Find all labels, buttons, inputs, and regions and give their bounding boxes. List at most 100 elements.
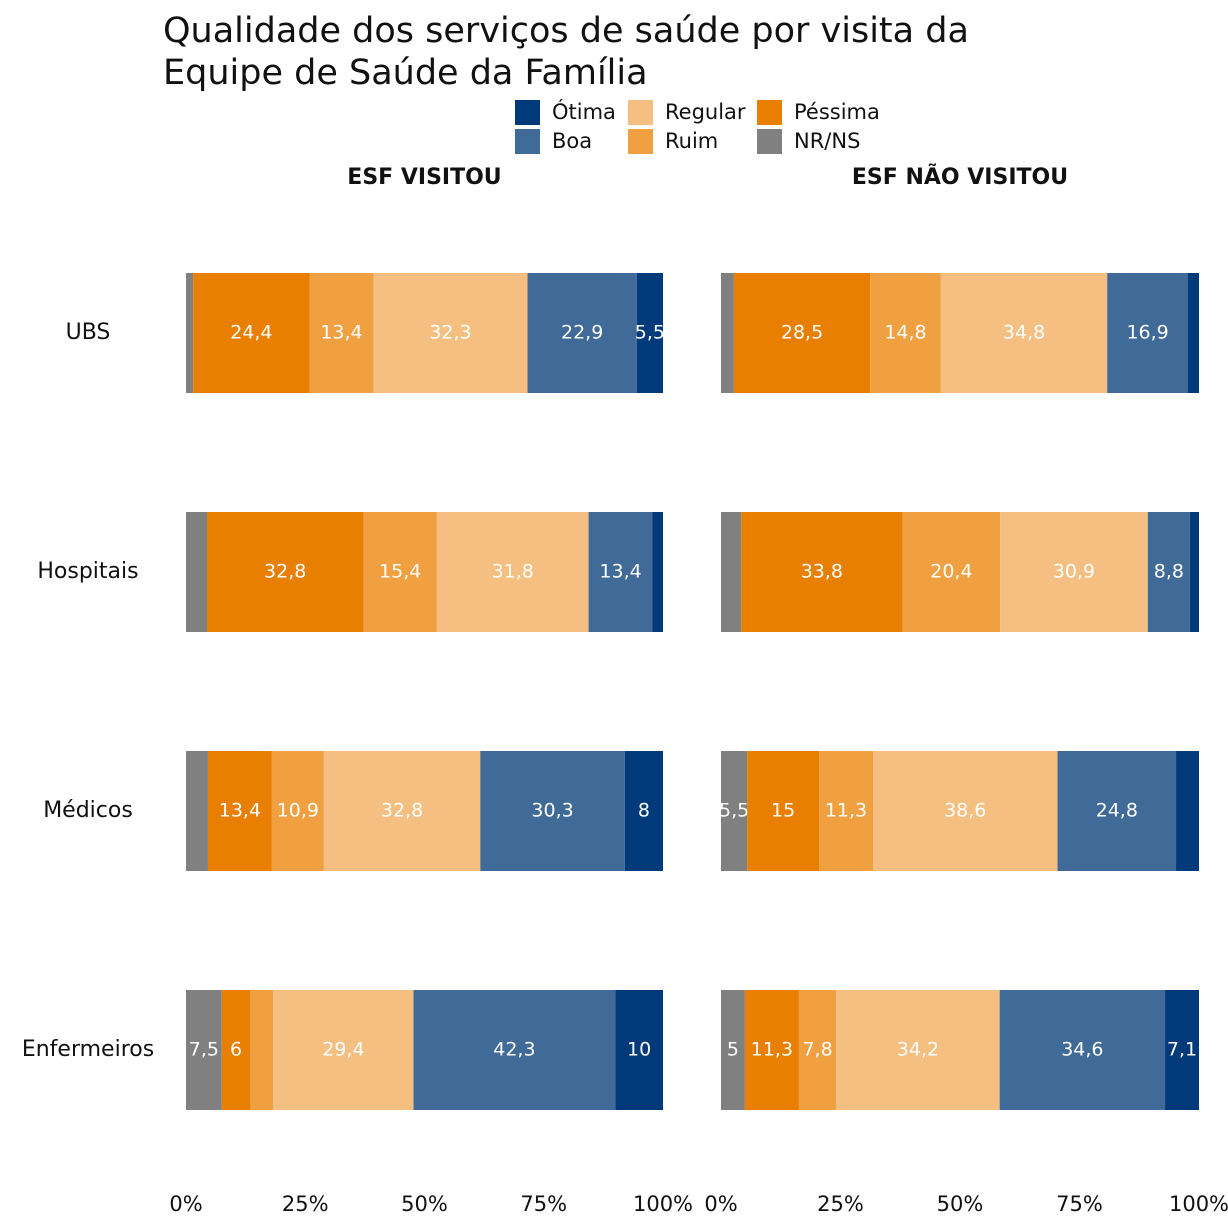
bar-segment (207, 751, 272, 871)
value-label: 20,4 (930, 561, 972, 583)
bar-segment (870, 273, 941, 393)
value-label: 5,5 (719, 800, 749, 822)
y-tick-label: UBS (66, 320, 111, 345)
value-label: 7,8 (802, 1039, 832, 1061)
value-label: 34,8 (1003, 322, 1045, 344)
value-label: 22,9 (561, 322, 603, 344)
value-label: 34,6 (1061, 1039, 1103, 1061)
legend-swatch (515, 100, 540, 125)
panel-title: ESF NÃO VISITOU (852, 164, 1068, 190)
bar-segment (741, 512, 903, 632)
bar-segment (1176, 751, 1199, 871)
legend-label: Ótima (552, 99, 616, 124)
bar-segment (744, 990, 799, 1110)
bar-segment (999, 990, 1166, 1110)
value-label: 5,5 (635, 322, 665, 344)
value-label: 10 (627, 1039, 651, 1061)
bar-segment (323, 751, 481, 871)
value-label: 15,4 (379, 561, 421, 583)
bar-segment (186, 751, 208, 871)
y-tick-label: Hospitais (37, 559, 138, 584)
bar-segment (652, 512, 663, 632)
x-tick-label: 100% (1169, 1192, 1228, 1216)
bar-segment (413, 990, 616, 1110)
bar-segment (186, 273, 194, 393)
bar-segment (836, 990, 1000, 1110)
panel-title: ESF VISITOU (347, 165, 501, 190)
value-label: 33,8 (801, 561, 843, 583)
bar-segment (527, 273, 637, 393)
legend-swatch (757, 100, 782, 125)
value-label: 6 (230, 1039, 242, 1061)
value-label: 16,9 (1126, 322, 1168, 344)
chart-title: Qualidade dos serviços de saúde por visi… (163, 11, 969, 93)
legend-swatch (515, 129, 540, 154)
bar-segment (733, 273, 871, 393)
bar-segment (186, 512, 207, 632)
bar-segment (873, 751, 1058, 871)
bar-segment (798, 990, 837, 1110)
value-label: 30,3 (531, 800, 573, 822)
value-label: 14,8 (884, 322, 926, 344)
x-tick-label: 25% (282, 1192, 329, 1216)
bar-segment (624, 751, 663, 871)
value-label: 31,8 (492, 561, 534, 583)
bar-segment (940, 273, 1108, 393)
bar-segment (636, 273, 663, 393)
value-label: 13,4 (219, 800, 261, 822)
bar-segment (588, 512, 653, 632)
value-label: 42,3 (493, 1039, 535, 1061)
value-label: 13,4 (320, 322, 362, 344)
x-tick-label: 50% (401, 1192, 448, 1216)
bar-segment (615, 990, 663, 1110)
bar-segment (818, 751, 874, 871)
x-tick-label: 75% (1056, 1192, 1103, 1216)
value-label: 28,5 (781, 322, 823, 344)
x-tick-label: 50% (937, 1192, 984, 1216)
value-label: 8,8 (1154, 561, 1184, 583)
bar-segment (1107, 273, 1189, 393)
legend-label: Boa (552, 129, 592, 153)
legend-label: Regular (665, 100, 746, 124)
value-label: 29,4 (322, 1039, 364, 1061)
x-tick-label: 25% (817, 1192, 864, 1216)
bar-segment (221, 990, 251, 1110)
value-label: 5 (727, 1039, 739, 1061)
value-label: 32,3 (429, 322, 471, 344)
bar-segment (721, 751, 748, 871)
legend-swatch (628, 100, 653, 125)
x-tick-label: 0% (169, 1192, 202, 1216)
legend-swatch (757, 129, 782, 154)
bar-segment (193, 273, 310, 393)
legend-swatch (628, 129, 653, 154)
value-label: 24,8 (1096, 800, 1138, 822)
value-label: 32,8 (264, 561, 306, 583)
bar-segment (1057, 751, 1177, 871)
value-label: 34,2 (897, 1039, 939, 1061)
value-label: 38,6 (944, 800, 986, 822)
value-label: 32,8 (381, 800, 423, 822)
bar-segment (186, 990, 222, 1110)
bar-segment (373, 273, 528, 393)
bar-segment (1189, 512, 1199, 632)
legend-label: Péssima (794, 100, 880, 124)
bar-segment (1147, 512, 1190, 632)
x-tick-label: 75% (520, 1192, 567, 1216)
bar-segment (363, 512, 437, 632)
value-label: 7,1 (1167, 1039, 1197, 1061)
bar-segment (721, 512, 742, 632)
legend-label: Ruim (665, 129, 718, 153)
value-label: 7,5 (189, 1039, 219, 1061)
bar-segment (480, 751, 625, 871)
bar-segment (1188, 273, 1199, 393)
bar-segment (721, 273, 734, 393)
bar-segment (206, 512, 364, 632)
bar-segment (273, 990, 414, 1110)
bar-segment (1165, 990, 1199, 1110)
value-label: 15 (771, 800, 795, 822)
bar-segment (721, 990, 745, 1110)
x-tick-label: 0% (704, 1192, 737, 1216)
y-tick-label: Enfermeiros (22, 1037, 154, 1062)
value-label: 30,9 (1053, 561, 1095, 583)
